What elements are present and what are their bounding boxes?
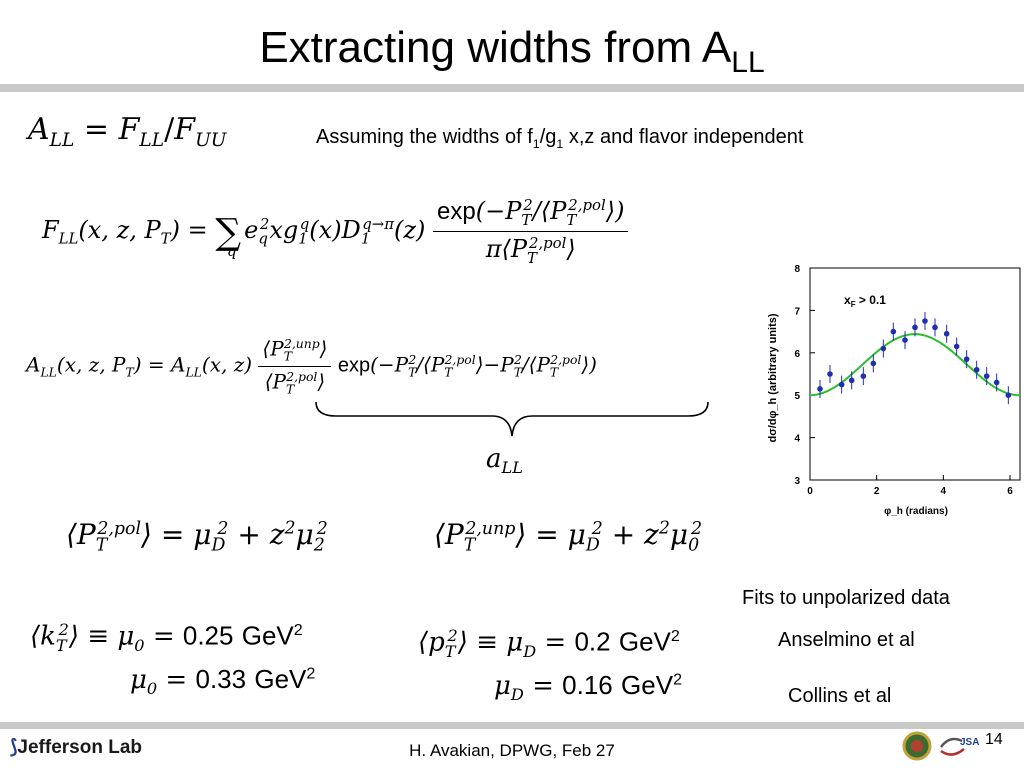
jsa-logo-icon: JSA — [940, 737, 979, 756]
data-point — [902, 337, 908, 343]
y-tick-label: 8 — [794, 264, 800, 275]
seal-icon — [902, 731, 932, 761]
data-point — [838, 381, 845, 388]
data-point — [943, 330, 950, 337]
chart-ylabel: dσ/dφ_h (arbitrary units) — [767, 313, 779, 442]
collins-note: Collins et al — [788, 685, 892, 707]
muD-collins-equation: μD = 0.16 GeV2 — [494, 670, 683, 705]
y-tick-label: 6 — [794, 349, 800, 360]
data-point — [880, 345, 887, 352]
y-tick-label: 5 — [794, 391, 800, 402]
data-point — [973, 366, 980, 373]
all-definition-equation: ALL = FLL/FUU — [28, 112, 227, 151]
data-point — [870, 360, 877, 367]
anselmino-note: Anselmino et al — [778, 629, 915, 651]
data-point — [983, 373, 990, 379]
mu0-anselmino-equation: ⟨kT2⟩ ≡ μ0 = 0.25 GeV2 — [30, 620, 303, 655]
data-point — [860, 373, 867, 379]
chart-annotation: xF > 0.1 — [844, 293, 886, 309]
y-tick-label: 7 — [794, 306, 800, 317]
title-divider — [0, 84, 1024, 92]
data-point — [1005, 392, 1012, 398]
muD-anselmino-equation: ⟨pT2⟩ ≡ μD = 0.2 GeV2 — [418, 626, 680, 661]
underbrace-label: aLL — [486, 444, 523, 478]
data-point — [963, 356, 970, 362]
title-sub: LL — [731, 46, 765, 79]
data-point — [817, 386, 823, 392]
assumption-text: Assuming the widths of f1/g1 x,z and fla… — [316, 126, 804, 151]
data-point — [890, 328, 897, 335]
data-point — [848, 377, 855, 384]
footer-text: H. Avakian, DPWG, Feb 27 — [409, 741, 615, 760]
page-title: Extracting widths from ALL — [0, 22, 1024, 89]
page-number: 14 — [985, 731, 1003, 748]
title-main: Extracting widths from A — [259, 23, 732, 72]
fll-equation: FLL(x, z, PT) = ∑q eq2xg1q(x)D1q→π(z) ex… — [42, 196, 629, 267]
data-point — [912, 324, 918, 331]
unp-width-equation: ⟨PT2,unp⟩ = μD2 + z2μ02 — [434, 518, 703, 556]
all-pt-equation: ALL(x, z, PT) = ALL(x, z) ⟨PT2,unp⟩ ⟨PT2,… — [26, 336, 597, 397]
data-point — [953, 343, 960, 350]
jefferson-lab-logo: ⟆Jefferson Lab — [10, 737, 143, 758]
data-point — [922, 318, 928, 324]
data-point — [827, 371, 833, 377]
pol-width-equation: ⟨PT2,pol⟩ = μD2 + z2μ22 — [66, 518, 328, 556]
fits-note: Fits to unpolarized data — [742, 587, 950, 609]
mu0-collins-equation: μ0 = 0.33 GeV2 — [130, 664, 316, 699]
chart-xlabel: φ_h (radians) — [884, 506, 948, 517]
x-tick-label: 0 — [807, 486, 813, 497]
svg-text:JSA: JSA — [960, 737, 979, 748]
underbrace — [315, 401, 709, 437]
x-tick-label: 2 — [874, 486, 880, 497]
x-tick-label: 6 — [1007, 486, 1013, 497]
cross-section-plot: 0 2 4 6 3 4 5 6 7 8 xF > 0.1 dσ/dφ_h (arbitrary u… — [767, 264, 1021, 517]
data-point — [993, 379, 1000, 386]
x-tick-label: 4 — [941, 486, 947, 497]
data-point — [932, 324, 938, 331]
footer-divider — [0, 722, 1024, 729]
y-tick-label: 3 — [794, 476, 800, 487]
y-tick-label: 4 — [794, 434, 800, 445]
